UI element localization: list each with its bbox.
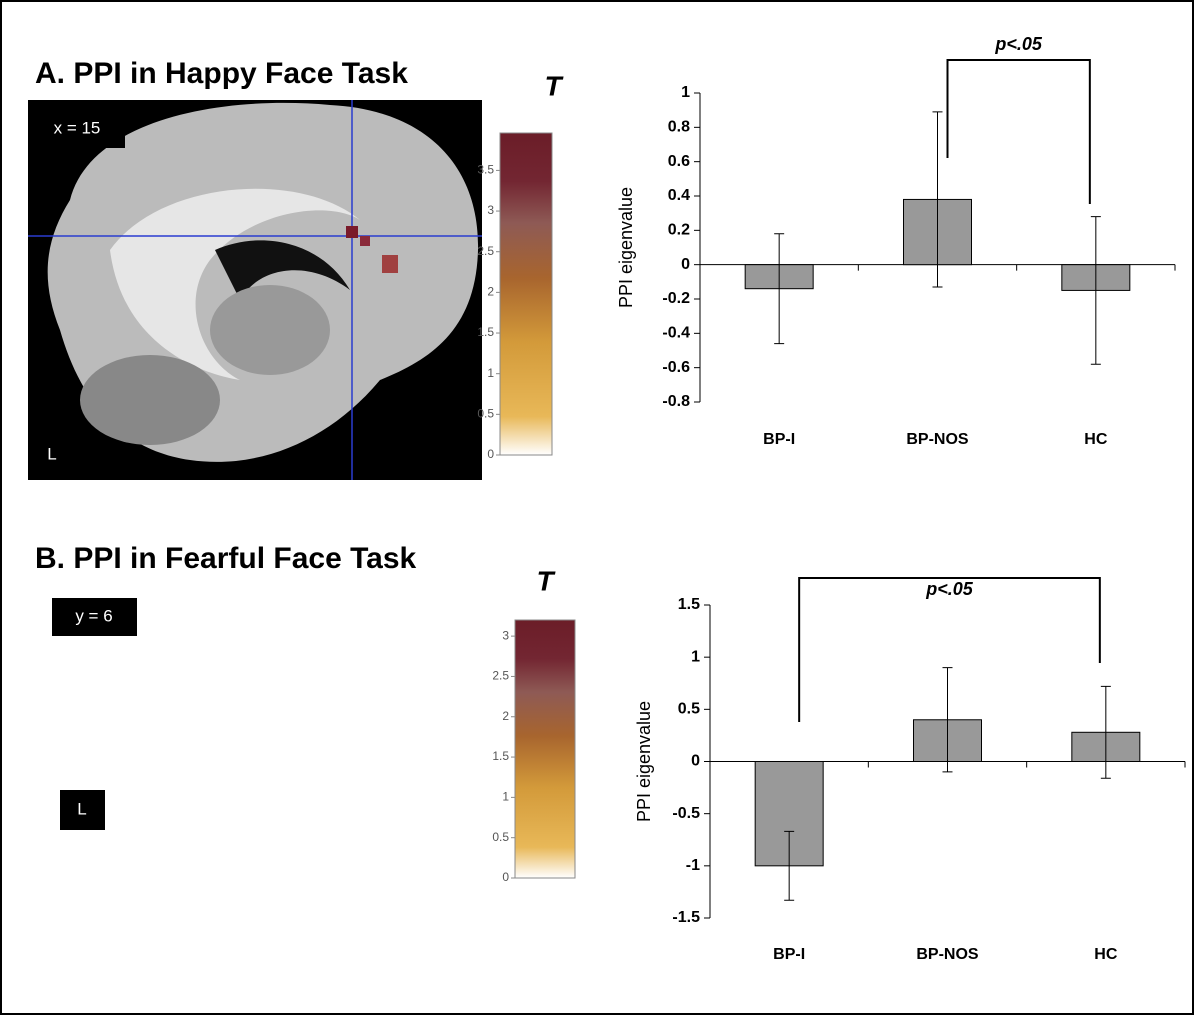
colorbar-tick-label: 2 <box>487 285 494 299</box>
annotation: p<.05 <box>994 34 1043 54</box>
y-tick-label: 1.5 <box>678 596 700 613</box>
colorbar-tick-label: 3.5 <box>477 163 494 177</box>
annotation: p<.05 <box>925 579 974 599</box>
y-tick-label: 0.4 <box>668 187 690 204</box>
colorbar <box>500 133 552 455</box>
colorbar-tick-label: 1 <box>487 366 494 380</box>
colorbar-tick-label: 2.5 <box>477 244 494 258</box>
panel-title: B. PPI in Fearful Face Task <box>35 542 417 575</box>
colorbar-tick-label: 3 <box>502 628 509 642</box>
y-tick-label: -1.5 <box>672 909 700 926</box>
image-label: y = 6 <box>75 606 112 625</box>
y-tick-label: -0.4 <box>662 325 690 342</box>
colorbar-tick-label: 3 <box>487 203 494 217</box>
colorbar-tick-label: 0 <box>487 447 494 461</box>
colorbar-tick-label: 1.5 <box>477 325 494 339</box>
brain-image: x = 15 L <box>28 100 482 480</box>
y-axis-label: PPI eigenvalue <box>634 701 654 822</box>
y-tick-label: -0.6 <box>662 359 690 376</box>
y-tick-label: 0.2 <box>668 222 690 239</box>
x-tick-label: BP-NOS <box>906 431 969 448</box>
colorbar-tick-label: 0.5 <box>477 407 494 421</box>
colorbar-tick-label: 1.5 <box>492 749 509 763</box>
image-label: x = 15 <box>54 118 101 137</box>
y-tick-label: -1 <box>686 857 700 874</box>
colorbar-title: T <box>544 70 564 101</box>
y-tick-label: 0.8 <box>668 119 690 136</box>
y-tick-label: 1 <box>691 648 700 665</box>
colorbar-title: T <box>536 565 556 596</box>
image-label: L <box>47 444 56 463</box>
y-axis-label: PPI eigenvalue <box>616 187 636 308</box>
y-tick-label: 0.5 <box>678 701 700 718</box>
y-tick-label: -0.2 <box>662 290 690 307</box>
image-label: L <box>77 799 86 818</box>
y-tick-label: 0.6 <box>668 153 690 170</box>
colorbar-tick-label: 0.5 <box>492 830 509 844</box>
colorbar <box>515 620 575 878</box>
y-tick-label: -0.5 <box>672 805 700 822</box>
colorbar-tick-label: 2 <box>502 709 509 723</box>
figure: A. PPI in Happy Face Task B. PPI in Fear… <box>0 0 1194 1015</box>
colorbar-tick-label: 2.5 <box>492 669 509 683</box>
y-tick-label: 0 <box>681 256 690 273</box>
x-tick-label: HC <box>1094 946 1118 963</box>
colorbar-tick-label: 1 <box>502 790 509 804</box>
y-tick-label: -0.8 <box>662 393 690 410</box>
y-tick-label: 0 <box>691 753 700 770</box>
x-tick-label: HC <box>1084 431 1108 448</box>
x-tick-label: BP-I <box>773 946 805 963</box>
x-tick-label: BP-NOS <box>916 946 979 963</box>
y-tick-label: 1 <box>681 84 690 101</box>
x-tick-label: BP-I <box>763 431 795 448</box>
panel-title: A. PPI in Happy Face Task <box>35 57 408 90</box>
colorbar-tick-label: 0 <box>502 870 509 884</box>
